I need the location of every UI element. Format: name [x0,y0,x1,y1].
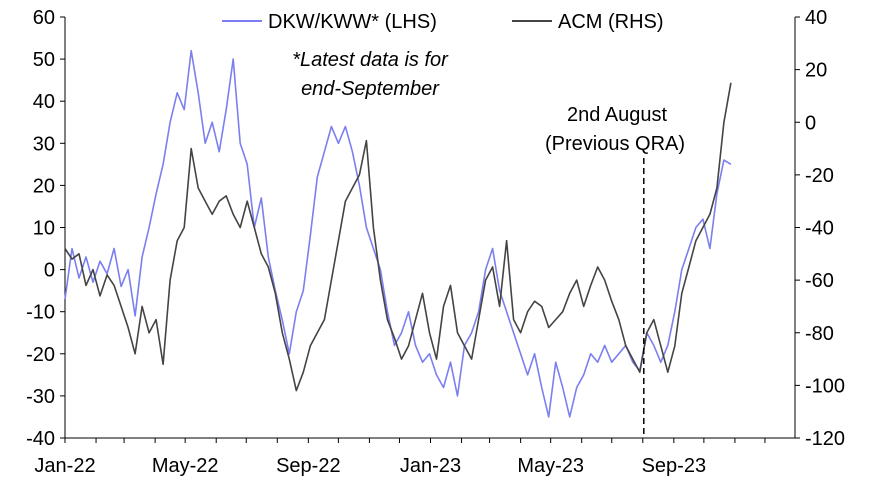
y-right-tick-label: 20 [805,60,827,82]
y-right-tick-label: -20 [805,165,834,187]
y-right-tick-label: -80 [805,323,834,345]
y-left-tick-label: 30 [33,133,55,155]
legend: DKW/KWW* (LHS) ACM (RHS) [222,11,664,33]
y-left-tick-label: -30 [26,386,55,408]
x-tick-label: May-23 [517,455,584,477]
annotation-line-1: 2nd August [567,104,668,126]
legend-label-dkw: DKW/KWW* (LHS) [268,11,437,33]
y-right-tick-label: 0 [805,112,816,134]
annotation-line-2: (Previous QRA) [545,133,685,155]
y-left-tick-label: 50 [33,49,55,71]
chart-note-line-1: *Latest data is for [292,49,449,71]
axes: 60 50 40 30 20 10 0 -10 -20 -30 -40 40 20 0 -20 -40 -60 -… [26,7,845,477]
y-left-tick-label: 0 [44,260,55,282]
y-right-tick-label: -120 [805,428,845,450]
legend-label-acm: ACM (RHS) [558,11,664,33]
y-right-tick-label: -60 [805,270,834,292]
chart-note-line-2: end-September [301,78,440,100]
y-left-tick-label: -40 [26,428,55,450]
x-tick-label: Jan-22 [34,455,95,477]
x-tick-label: Sep-23 [642,455,707,477]
chart-note: *Latest data is for end-September [292,49,449,100]
x-tick-label: May-22 [152,455,219,477]
annotation: 2nd August (Previous QRA) [545,104,685,155]
y-left-tick-label: -10 [26,302,55,324]
y-left-tick-label: -20 [26,344,55,366]
y-left-tick-label: 20 [33,175,55,197]
y-right-tick-label: 40 [805,7,827,29]
x-tick-label: Jan-23 [400,455,461,477]
series-layer [64,49,732,418]
x-tick-label: Sep-22 [276,455,341,477]
y-left-tick-label: 60 [33,7,55,29]
y-left-tick-label: 40 [33,91,55,113]
series-line-dkw [64,49,732,418]
y-right-tick-label: -40 [805,218,834,240]
y-right-tick-label: -100 [805,375,845,397]
y-left-tick-label: 10 [33,218,55,240]
series-line-acm [64,82,732,392]
